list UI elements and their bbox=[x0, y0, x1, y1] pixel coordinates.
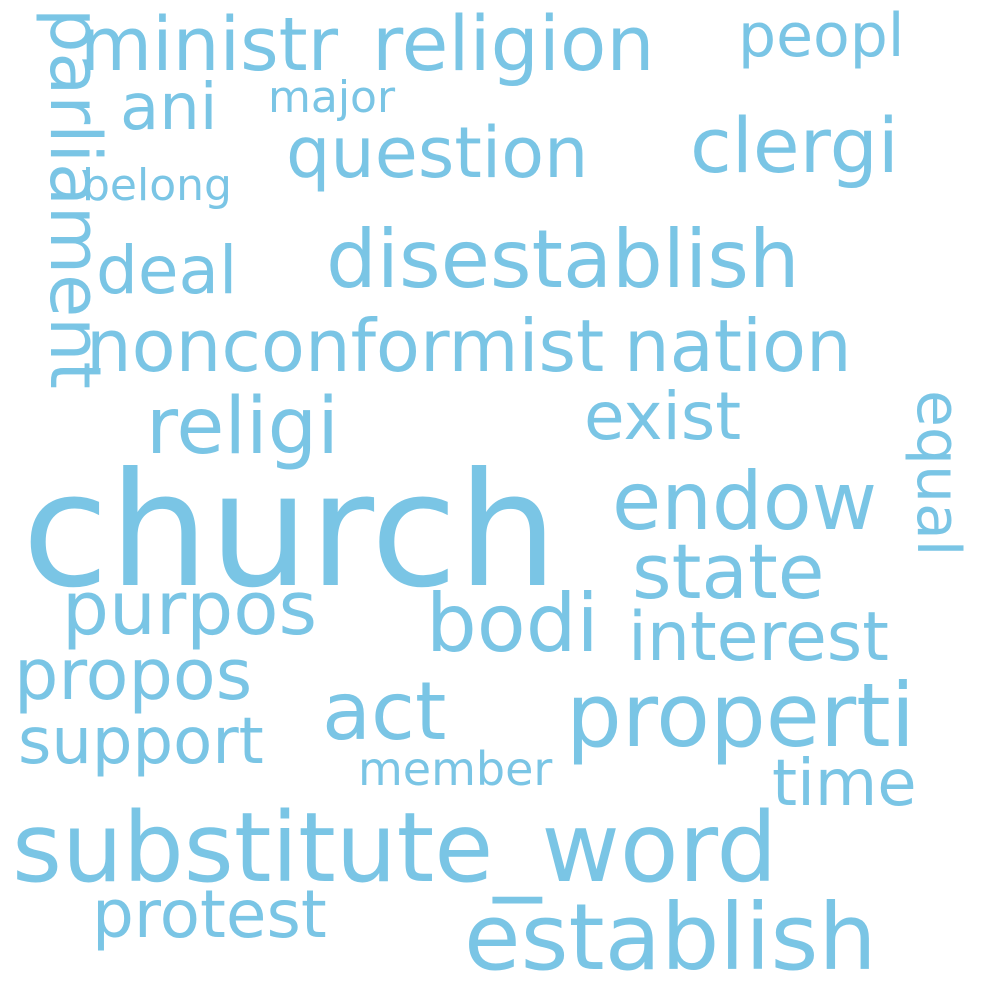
word-nonconformist: nonconformist bbox=[86, 304, 605, 388]
word-propos: propos bbox=[14, 634, 253, 716]
word-properti: properti bbox=[566, 664, 916, 767]
word-deal: deal bbox=[96, 232, 238, 309]
word-member: member bbox=[358, 742, 553, 796]
word-endow: endow bbox=[612, 455, 878, 548]
word-state: state bbox=[632, 527, 825, 616]
word-disestablish: disestablish bbox=[326, 213, 800, 306]
word-purpos: purpos bbox=[62, 566, 318, 652]
word-act: act bbox=[322, 665, 447, 758]
word-question: question bbox=[286, 112, 589, 194]
word-church: church bbox=[22, 439, 558, 623]
word-time: time bbox=[772, 747, 917, 821]
word-exist: exist bbox=[584, 378, 742, 455]
word-nation: nation bbox=[624, 304, 852, 388]
word-religi: religi bbox=[146, 382, 339, 472]
word-religion: religion bbox=[372, 0, 655, 88]
word-ministr: ministr bbox=[80, 2, 339, 88]
word-peopl: peopl bbox=[738, 1, 905, 71]
word-major: major bbox=[268, 72, 396, 123]
word-substitute-word: substitute_word bbox=[12, 792, 778, 904]
word-protest: protest bbox=[92, 876, 327, 953]
word-equal: equal bbox=[903, 390, 973, 557]
word-bodi: bodi bbox=[426, 577, 599, 670]
word-support: support bbox=[18, 705, 264, 779]
word-ani: ani bbox=[120, 71, 218, 145]
word-interest: interest bbox=[628, 598, 889, 677]
word-belong: belong bbox=[82, 160, 232, 211]
word-establish: establish bbox=[464, 884, 877, 991]
word-clergi: clergi bbox=[690, 101, 899, 190]
